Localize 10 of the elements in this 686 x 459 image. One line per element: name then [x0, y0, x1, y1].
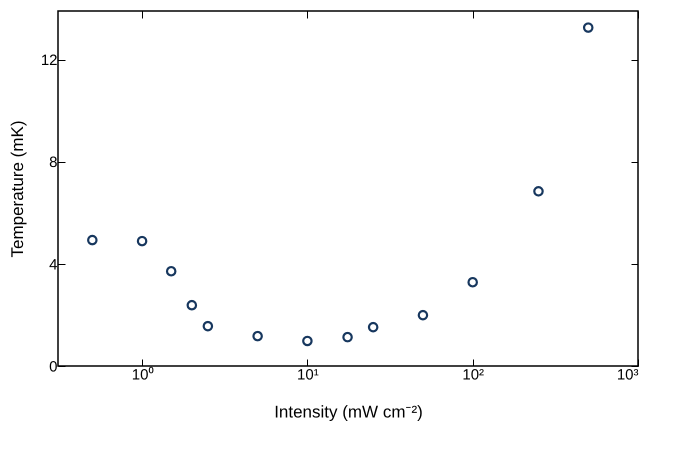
y-tick-label: 8 — [49, 154, 58, 172]
x-axis-title: Intensity (mW cm⁻²) — [274, 402, 423, 422]
x-tick-label: 10¹ — [297, 366, 319, 384]
x-tick-label: 10² — [462, 366, 484, 384]
x-tick-label: 10³ — [616, 366, 638, 384]
y-tick-label: 0 — [49, 358, 58, 376]
y-axis-title: Temperature (mK) — [8, 120, 27, 258]
y-tick-label: 12 — [40, 52, 58, 70]
x-tick-label: 10⁰ — [132, 366, 154, 384]
y-tick-label: 4 — [49, 256, 58, 274]
